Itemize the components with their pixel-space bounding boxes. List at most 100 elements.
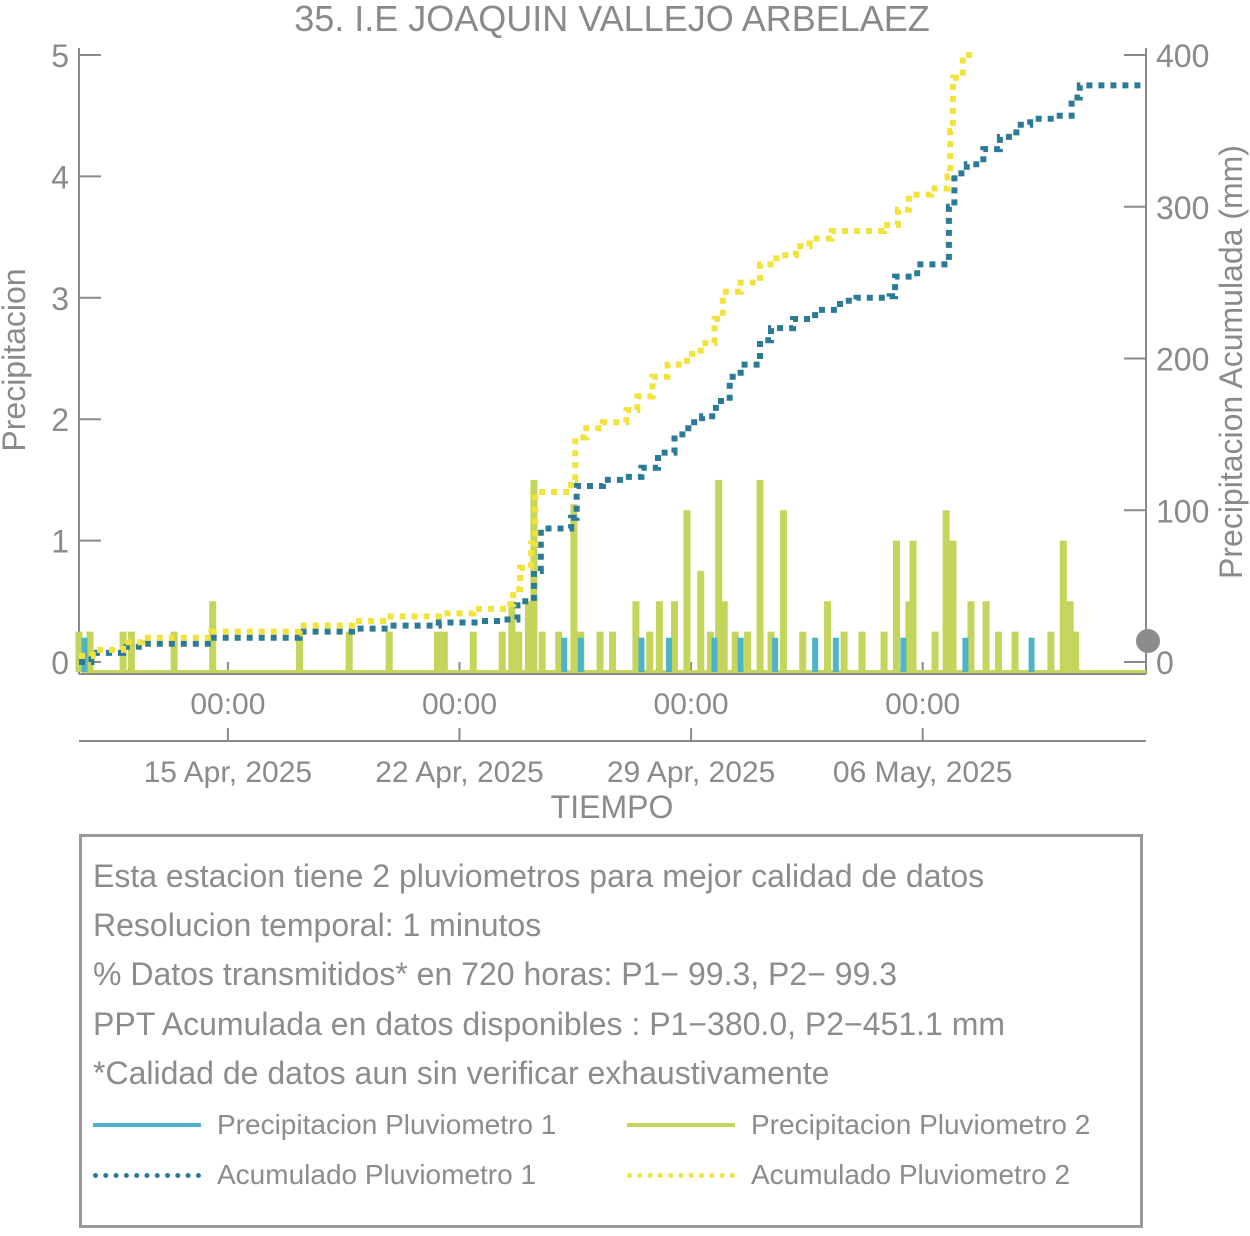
precip-bar [609, 631, 616, 672]
precip-bar [858, 631, 866, 672]
precip-bar [756, 479, 764, 672]
y-axis-label-right: Precipitacion Acumulada (mm) [1213, 145, 1249, 579]
plot-axes [78, 48, 1147, 742]
precip-bar [632, 601, 640, 672]
precip-bar [345, 631, 353, 672]
precip-bar [892, 540, 900, 672]
info-resolution-line: Resolucion temporal: 1 minutos [93, 907, 542, 943]
precip-bar [772, 637, 779, 672]
precip-bar [967, 601, 975, 672]
left-tick-label: 5 [51, 38, 69, 74]
precip-bar [683, 510, 691, 672]
precip-bar [170, 631, 178, 672]
left-tick-label: 0 [51, 645, 69, 681]
series-precipitacion-pluviometro-1 [81, 637, 1035, 672]
precip-bar [498, 631, 506, 672]
precip-bar [905, 601, 913, 672]
series-acumulado-pluviometro-2 [79, 50, 976, 659]
x-date-label: 15 Apr, 2025 [144, 756, 313, 789]
x-date-label: 06 May, 2025 [833, 756, 1013, 789]
precip-bar [880, 631, 888, 672]
right-tick-label: 200 [1156, 342, 1209, 378]
x-time-label: 00:00 [885, 688, 960, 721]
precip-bar [812, 637, 819, 672]
precip-bar [646, 631, 654, 672]
precip-bar [561, 637, 568, 672]
right-tick-label: 400 [1156, 38, 1209, 74]
precip-bar [737, 637, 744, 672]
legend-precip-p1: Precipitacion Pluviometro 1 [93, 1109, 556, 1141]
precip-bar [1059, 540, 1067, 672]
precip-bar [994, 631, 1002, 672]
precip-bar [909, 540, 917, 672]
x-time-label: 00:00 [190, 688, 265, 721]
precip-bar [824, 601, 832, 672]
precip-bar [767, 631, 775, 672]
precip-bar [596, 631, 604, 672]
precip-bar [440, 631, 448, 672]
precip-bar [570, 504, 578, 672]
legend-label-acc-p1: Acumulado Pluviometro 1 [217, 1159, 537, 1190]
precip-bar [962, 637, 969, 672]
left-axis-ticks: 0 1 2 3 4 5 [51, 38, 101, 681]
legend-swatch-precip-p1 [93, 1123, 201, 1127]
precip-bar [655, 601, 663, 672]
precip-bar [577, 637, 584, 672]
precip-bar [744, 631, 752, 672]
x-time-label: 00:00 [422, 688, 497, 721]
range-marker [1136, 629, 1160, 653]
legend-swatch-acc-p2 [627, 1172, 735, 1178]
legend-label-precip-p2: Precipitacion Pluviometro 2 [751, 1109, 1091, 1140]
precip-bar [515, 631, 523, 672]
precip-bar [75, 631, 83, 672]
x-date-label: 22 Apr, 2025 [375, 756, 544, 789]
precip-bar [555, 631, 563, 672]
chart-title: 35. I.E JOAQUIN VALLEJO ARBELAEZ [294, 0, 930, 39]
precip-bar [900, 637, 907, 672]
info-stations-line: Esta estacion tiene 2 pluviometros para … [93, 858, 985, 894]
precip-bar [711, 637, 718, 672]
precip-bar [538, 631, 546, 672]
left-tick-label: 2 [51, 402, 69, 438]
series-acumulado-pluviometro-1 [79, 82, 1146, 665]
precip-bar [524, 601, 532, 672]
left-tick-label: 1 [51, 524, 69, 560]
series-precipitacion-pluviometro-2 [75, 479, 1146, 673]
precip-bar [296, 631, 304, 672]
precip-bar [931, 631, 939, 672]
precip-bar [638, 637, 645, 672]
precip-bar [1066, 601, 1074, 672]
right-tick-label: 0 [1156, 645, 1174, 681]
precip-bar [127, 631, 135, 672]
precip-bar [1011, 631, 1019, 672]
precip-bar [949, 540, 957, 672]
precip-bar [508, 601, 516, 672]
precip-bar [715, 479, 723, 672]
x-date-label: 29 Apr, 2025 [607, 756, 776, 789]
legend-acc-p2: Acumulado Pluviometro 2 [627, 1159, 1070, 1191]
right-tick-label: 300 [1156, 190, 1209, 226]
legend-label-precip-p1: Precipitacion Pluviometro 1 [217, 1109, 557, 1140]
precip-bar [720, 601, 728, 672]
precip-bar [666, 637, 673, 672]
precip-bar [832, 637, 839, 672]
x-axis-label: TIEMPO [551, 789, 674, 825]
info-panel: Esta estacion tiene 2 pluviometros para … [79, 834, 1143, 1228]
precip-bar [385, 631, 393, 672]
left-tick-label: 4 [51, 159, 69, 195]
precip-bar [433, 631, 441, 672]
rainfall-chart: 35. I.E JOAQUIN VALLEJO ARBELAEZ 012345 … [0, 0, 1249, 825]
right-tick-label: 100 [1156, 493, 1209, 529]
left-tick-label: 3 [51, 281, 69, 317]
precip-bar [982, 601, 990, 672]
info-quality-line: *Calidad de datos aun sin verificar exha… [93, 1055, 830, 1091]
precip-bar [697, 570, 705, 672]
info-transmitted-line: % Datos transmitidos* en 720 horas: P1− … [93, 956, 898, 992]
precip-bar [779, 510, 787, 672]
right-axis-ticks: 0 100 200 300 400 [1124, 38, 1209, 681]
precip-bar [731, 631, 739, 672]
precip-bar [1047, 631, 1055, 672]
precip-bar [469, 631, 477, 672]
legend-swatch-acc-p1 [93, 1172, 201, 1178]
precip-bar [1072, 631, 1080, 672]
